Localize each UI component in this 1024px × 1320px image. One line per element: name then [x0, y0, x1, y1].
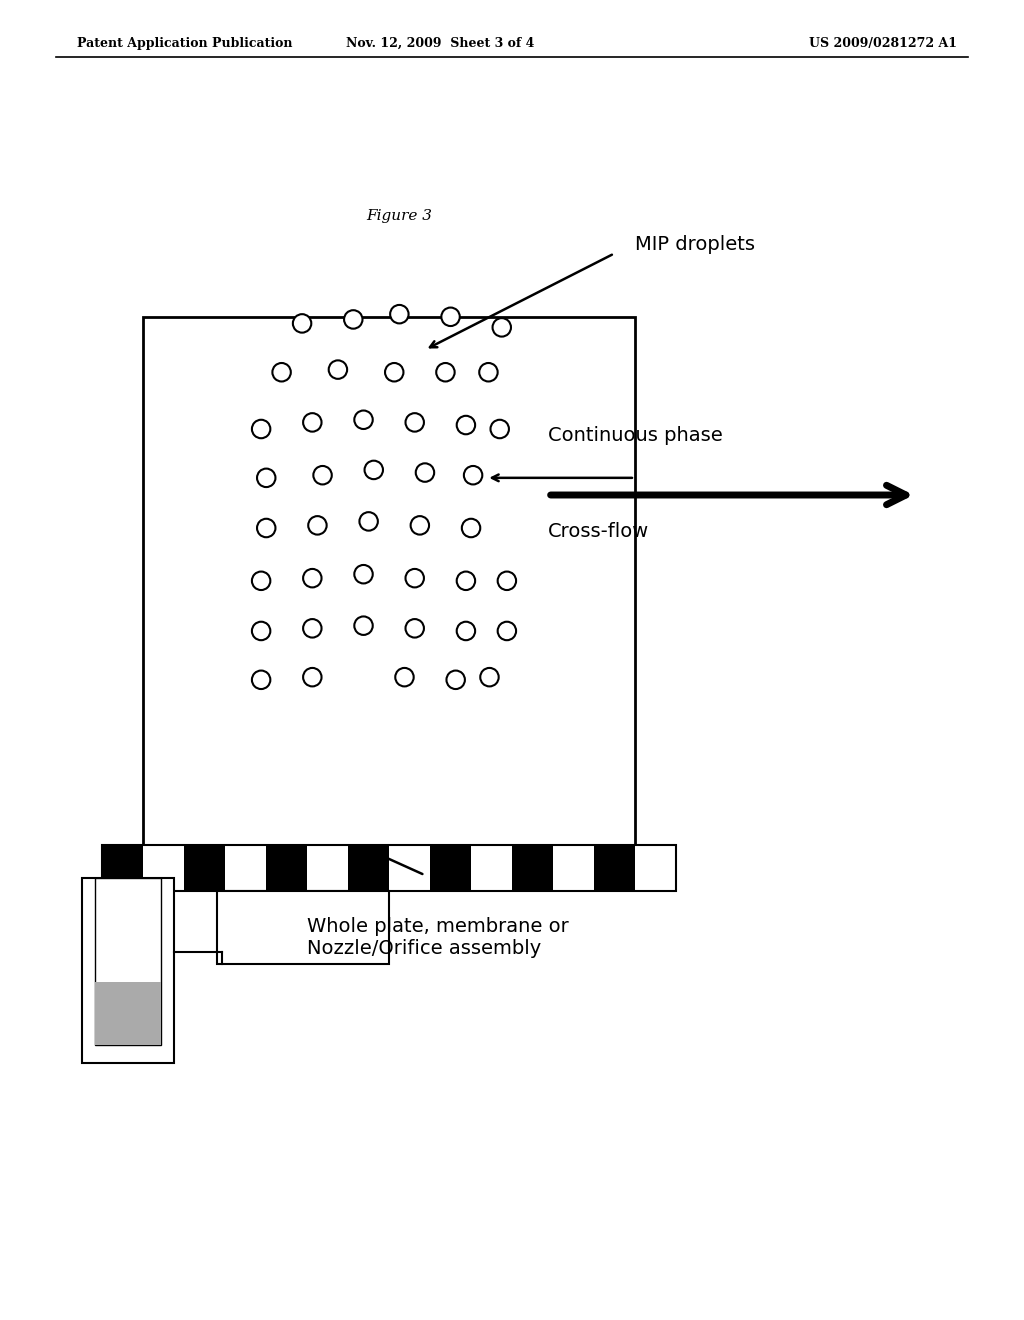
Ellipse shape: [493, 318, 511, 337]
Ellipse shape: [303, 619, 322, 638]
Ellipse shape: [411, 516, 429, 535]
Bar: [348, 845, 389, 891]
Text: Cross-flow: Cross-flow: [548, 523, 649, 541]
Bar: [266, 845, 307, 891]
Ellipse shape: [490, 420, 509, 438]
Ellipse shape: [354, 616, 373, 635]
Bar: [102, 845, 143, 891]
Bar: [512, 845, 553, 891]
Ellipse shape: [385, 363, 403, 381]
Text: Figure 3: Figure 3: [367, 210, 432, 223]
Text: MIP droplets: MIP droplets: [635, 235, 755, 253]
Bar: [95, 878, 161, 1045]
Bar: [82, 878, 174, 1063]
Ellipse shape: [464, 466, 482, 484]
Bar: [95, 982, 161, 1045]
Ellipse shape: [462, 519, 480, 537]
Ellipse shape: [313, 466, 332, 484]
Bar: [430, 845, 471, 891]
Ellipse shape: [252, 671, 270, 689]
Bar: [217, 891, 389, 964]
Ellipse shape: [252, 622, 270, 640]
Ellipse shape: [293, 314, 311, 333]
Ellipse shape: [457, 416, 475, 434]
Ellipse shape: [257, 519, 275, 537]
Ellipse shape: [498, 572, 516, 590]
Ellipse shape: [329, 360, 347, 379]
Bar: [184, 845, 225, 891]
Text: Whole plate, membrane or
Nozzle/Orifice assembly: Whole plate, membrane or Nozzle/Orifice …: [307, 917, 569, 958]
Ellipse shape: [390, 305, 409, 323]
Ellipse shape: [406, 569, 424, 587]
Text: Continuous phase: Continuous phase: [548, 426, 723, 445]
Ellipse shape: [416, 463, 434, 482]
Text: Patent Application Publication: Patent Application Publication: [77, 37, 292, 50]
Ellipse shape: [441, 308, 460, 326]
Ellipse shape: [406, 619, 424, 638]
Ellipse shape: [436, 363, 455, 381]
Ellipse shape: [354, 411, 373, 429]
Text: US 2009/0281272 A1: US 2009/0281272 A1: [809, 37, 957, 50]
Ellipse shape: [252, 572, 270, 590]
Ellipse shape: [308, 516, 327, 535]
Ellipse shape: [303, 413, 322, 432]
Ellipse shape: [252, 420, 270, 438]
Ellipse shape: [498, 622, 516, 640]
Ellipse shape: [395, 668, 414, 686]
Ellipse shape: [365, 461, 383, 479]
Text: Nov. 12, 2009  Sheet 3 of 4: Nov. 12, 2009 Sheet 3 of 4: [346, 37, 535, 50]
Ellipse shape: [303, 569, 322, 587]
Ellipse shape: [257, 469, 275, 487]
Ellipse shape: [359, 512, 378, 531]
Ellipse shape: [479, 363, 498, 381]
Ellipse shape: [272, 363, 291, 381]
Ellipse shape: [354, 565, 373, 583]
Ellipse shape: [446, 671, 465, 689]
Bar: [102, 845, 676, 891]
Ellipse shape: [344, 310, 362, 329]
Ellipse shape: [457, 572, 475, 590]
Ellipse shape: [303, 668, 322, 686]
Bar: [143, 317, 635, 845]
Ellipse shape: [406, 413, 424, 432]
Bar: [594, 845, 635, 891]
Ellipse shape: [480, 668, 499, 686]
Ellipse shape: [457, 622, 475, 640]
